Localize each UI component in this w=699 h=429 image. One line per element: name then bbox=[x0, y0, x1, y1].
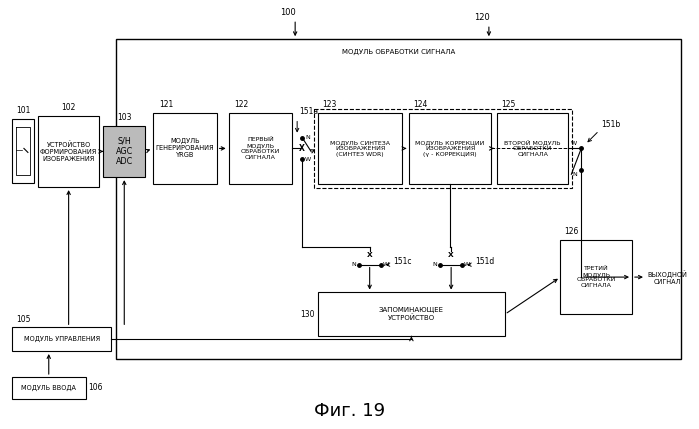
Text: N: N bbox=[433, 262, 438, 267]
Text: N: N bbox=[572, 172, 577, 177]
Bar bbox=[12, 327, 111, 351]
Text: 121: 121 bbox=[159, 100, 173, 109]
Text: УСТРОЙСТВО
ФОРМИРОВАНИЯ
ИЗОБРАЖЕНИЯ: УСТРОЙСТВО ФОРМИРОВАНИЯ ИЗОБРАЖЕНИЯ bbox=[40, 141, 97, 162]
Bar bbox=[410, 113, 491, 184]
Text: 101: 101 bbox=[16, 106, 30, 115]
Bar bbox=[229, 113, 292, 184]
Text: S/H
AGC
ADC: S/H AGC ADC bbox=[115, 136, 133, 166]
Text: X: X bbox=[299, 144, 305, 153]
Text: 100: 100 bbox=[280, 8, 296, 17]
Bar bbox=[497, 113, 568, 184]
Bar bbox=[12, 377, 85, 399]
Bar bbox=[318, 293, 505, 336]
Text: МОДУЛЬ КОРРЕКЦИИ
ИЗОБРАЖЕНИЯ
(γ - КОРРЕКЦИЯ): МОДУЛЬ КОРРЕКЦИИ ИЗОБРАЖЕНИЯ (γ - КОРРЕК… bbox=[415, 140, 485, 157]
Bar bbox=[561, 240, 632, 314]
Text: 124: 124 bbox=[413, 100, 428, 109]
Text: 126: 126 bbox=[564, 227, 579, 236]
Text: 125: 125 bbox=[500, 100, 515, 109]
Text: 151d: 151d bbox=[475, 257, 494, 266]
Bar bbox=[116, 39, 681, 359]
Text: ВТОРОЙ МОДУЛЬ
ОБРАБОТКИ
СИГНАЛА: ВТОРОЙ МОДУЛЬ ОБРАБОТКИ СИГНАЛА bbox=[504, 140, 561, 157]
Text: 106: 106 bbox=[89, 384, 103, 393]
Text: 151b: 151b bbox=[601, 120, 621, 129]
Text: 130: 130 bbox=[301, 310, 315, 319]
Text: ВЫХОДНОЙ
СИГНАЛ: ВЫХОДНОЙ СИГНАЛ bbox=[648, 270, 688, 284]
Text: ЗАПОМИНАЮЩЕЕ
УСТРОЙСТВО: ЗАПОМИНАЮЩЕЕ УСТРОЙСТВО bbox=[379, 307, 444, 321]
Text: Фиг. 19: Фиг. 19 bbox=[314, 402, 385, 420]
Text: ПЕРВЫЙ
МОДУЛЬ
ОБРАБОТКИ
СИГНАЛА: ПЕРВЫЙ МОДУЛЬ ОБРАБОТКИ СИГНАЛА bbox=[240, 137, 280, 160]
Text: МОДУЛЬ ВВОДА: МОДУЛЬ ВВОДА bbox=[21, 385, 76, 391]
Text: W: W bbox=[571, 142, 577, 146]
Text: 105: 105 bbox=[16, 315, 31, 324]
Text: МОДУЛЬ УПРАВЛЕНИЯ: МОДУЛЬ УПРАВЛЕНИЯ bbox=[24, 336, 100, 342]
Text: N: N bbox=[305, 135, 310, 140]
Bar bbox=[12, 119, 34, 183]
Text: 120: 120 bbox=[474, 13, 490, 22]
Text: X: X bbox=[448, 252, 454, 258]
Text: W: W bbox=[305, 157, 311, 162]
Text: X: X bbox=[367, 252, 373, 258]
Text: 151c: 151c bbox=[394, 257, 412, 266]
Text: 123: 123 bbox=[322, 100, 336, 109]
Text: 151a: 151a bbox=[299, 107, 318, 116]
Text: МОДУЛЬ СИНТЕЗА
ИЗОБРАЖЕНИЯ
(СИНТЕЗ WDR): МОДУЛЬ СИНТЕЗА ИЗОБРАЖЕНИЯ (СИНТЕЗ WDR) bbox=[330, 140, 390, 157]
Bar bbox=[38, 116, 99, 187]
Bar bbox=[103, 126, 145, 177]
Text: 122: 122 bbox=[235, 100, 249, 109]
Text: ТРЕТИЙ
МОДУЛЬ
ОБРАБОТКИ
СИГНАЛА: ТРЕТИЙ МОДУЛЬ ОБРАБОТКИ СИГНАЛА bbox=[577, 266, 616, 288]
Text: W: W bbox=[382, 262, 389, 267]
Bar bbox=[153, 113, 217, 184]
Text: N: N bbox=[351, 262, 356, 267]
Text: 103: 103 bbox=[117, 112, 131, 121]
Text: 102: 102 bbox=[62, 103, 75, 112]
Bar bbox=[318, 113, 403, 184]
Text: МОДУЛЬ
ГЕНЕРИРОВАНИЯ
YRGB: МОДУЛЬ ГЕНЕРИРОВАНИЯ YRGB bbox=[156, 139, 214, 158]
Bar bbox=[314, 109, 572, 188]
Text: W: W bbox=[464, 262, 470, 267]
Text: МОДУЛЬ ОБРАБОТКИ СИГНАЛА: МОДУЛЬ ОБРАБОТКИ СИГНАЛА bbox=[342, 49, 455, 55]
